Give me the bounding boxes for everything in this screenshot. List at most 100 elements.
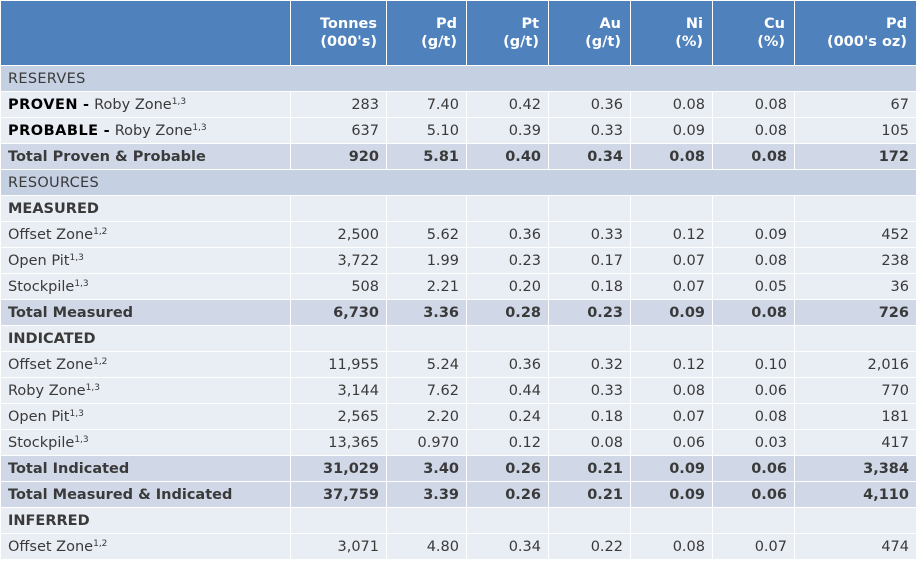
section-row: RESOURCES bbox=[0, 169, 916, 196]
value-cell: 0.08 bbox=[548, 429, 631, 456]
value-cell: 0.34 bbox=[548, 143, 631, 170]
row-label: INFERRED bbox=[0, 507, 291, 534]
value-cell: 0.07 bbox=[712, 533, 795, 560]
value-cell: 0.33 bbox=[548, 117, 631, 144]
row-label-text: Stockpile bbox=[8, 278, 75, 295]
value-cell: 181 bbox=[794, 403, 916, 430]
value-cell: 0.23 bbox=[548, 299, 631, 326]
total-row: Total Measured & Indicated 37,759 3.39 0.26… bbox=[0, 481, 916, 508]
empty-cell bbox=[630, 325, 713, 352]
value-cell: 770 bbox=[794, 377, 916, 404]
column-header: Au (g/t) bbox=[548, 0, 631, 66]
row-label-text: Offset Zone bbox=[8, 538, 94, 555]
empty-cell bbox=[466, 195, 549, 222]
empty-cell bbox=[548, 195, 631, 222]
value-cell: 452 bbox=[794, 221, 916, 248]
row-label-text: RESOURCES bbox=[8, 174, 100, 191]
value-cell: 417 bbox=[794, 429, 916, 456]
empty-cell bbox=[466, 325, 549, 352]
row-label-text: Offset Zone bbox=[8, 356, 94, 373]
value-cell: 3.39 bbox=[386, 481, 467, 508]
value-cell: 1.99 bbox=[386, 247, 467, 274]
category-row: INDICATED bbox=[0, 325, 916, 352]
empty-cell bbox=[630, 195, 713, 222]
value-cell: 0.36 bbox=[466, 221, 549, 248]
value-cell: 0.32 bbox=[548, 351, 631, 378]
column-header: Pd (g/t) bbox=[386, 0, 467, 66]
value-cell: 7.62 bbox=[386, 377, 467, 404]
row-label: PROVEN - Roby Zone1,3 bbox=[0, 91, 291, 118]
table-row: Stockpile1,3 13,365 0.970 0.12 0.08 0.06 0.03 4… bbox=[0, 429, 916, 456]
value-cell: 37,759 bbox=[290, 481, 387, 508]
value-cell: 0.07 bbox=[630, 247, 713, 274]
value-cell: 6,730 bbox=[290, 299, 387, 326]
value-cell: 508 bbox=[290, 273, 387, 300]
row-label: Open Pit1,3 bbox=[0, 247, 291, 274]
header-label-cell bbox=[0, 0, 291, 66]
row-label: PROBABLE - Roby Zone1,3 bbox=[0, 117, 291, 144]
row-label-text: MEASURED bbox=[8, 200, 99, 217]
table-row: Open Pit1,3 2,565 2.20 0.24 0.18 0.07 0.08 181 bbox=[0, 403, 916, 430]
footnote-ref: 1,3 bbox=[171, 96, 187, 107]
value-cell: 0.26 bbox=[466, 455, 549, 482]
row-label-text: Stockpile bbox=[8, 434, 75, 451]
section-row: RESERVES bbox=[0, 65, 916, 92]
table-body: RESERVES PROVEN - Roby Zone1,3 283 7.40 0.42… bbox=[0, 65, 916, 560]
row-label-text: Open Pit bbox=[8, 252, 70, 269]
value-cell: 283 bbox=[290, 91, 387, 118]
value-cell: 0.33 bbox=[548, 221, 631, 248]
value-cell: 172 bbox=[794, 143, 916, 170]
empty-cell bbox=[386, 507, 467, 534]
footnote-ref: 1,3 bbox=[85, 382, 100, 393]
value-cell: 0.24 bbox=[466, 403, 549, 430]
value-cell: 0.21 bbox=[548, 481, 631, 508]
table-row: Stockpile1,3 508 2.21 0.20 0.18 0.07 0.05 36 bbox=[0, 273, 916, 300]
reserve-row: PROBABLE - Roby Zone1,3 637 5.10 0.39 0.33 0.… bbox=[0, 117, 916, 144]
value-cell: 726 bbox=[794, 299, 916, 326]
reserve-category: PROVEN bbox=[8, 96, 78, 113]
footnote-ref: 1,3 bbox=[192, 122, 207, 133]
row-label: RESOURCES bbox=[0, 169, 916, 196]
value-cell: 0.08 bbox=[712, 91, 795, 118]
value-cell: 0.39 bbox=[466, 117, 549, 144]
value-cell: 0.08 bbox=[712, 117, 795, 144]
footnote-ref: 1,3 bbox=[69, 252, 84, 263]
value-cell: 0.05 bbox=[712, 273, 795, 300]
value-cell: 0.44 bbox=[466, 377, 549, 404]
value-cell: 0.08 bbox=[630, 377, 713, 404]
value-cell: 2,500 bbox=[290, 221, 387, 248]
value-cell: 0.06 bbox=[630, 429, 713, 456]
row-label-text: Total Indicated bbox=[8, 460, 130, 477]
value-cell: 2,565 bbox=[290, 403, 387, 430]
row-label: Total Proven & Probable bbox=[0, 143, 291, 170]
row-label: Roby Zone1,3 bbox=[0, 377, 291, 404]
value-cell: 7.40 bbox=[386, 91, 467, 118]
value-cell: 3.36 bbox=[386, 299, 467, 326]
column-header: Cu (%) bbox=[712, 0, 795, 66]
value-cell: 0.12 bbox=[630, 221, 713, 248]
row-label-text: Total Proven & Probable bbox=[8, 148, 206, 165]
value-cell: 0.08 bbox=[712, 299, 795, 326]
value-cell: 0.08 bbox=[630, 143, 713, 170]
value-cell: 0.10 bbox=[712, 351, 795, 378]
value-cell: 0.22 bbox=[548, 533, 631, 560]
value-cell: 4,110 bbox=[794, 481, 916, 508]
row-label: Total Indicated bbox=[0, 455, 291, 482]
value-cell: 0.21 bbox=[548, 455, 631, 482]
value-cell: 3.40 bbox=[386, 455, 467, 482]
value-cell: 0.08 bbox=[630, 91, 713, 118]
value-cell: 2.20 bbox=[386, 403, 467, 430]
value-cell: 31,029 bbox=[290, 455, 387, 482]
value-cell: 0.12 bbox=[630, 351, 713, 378]
empty-cell bbox=[712, 507, 795, 534]
value-cell: 105 bbox=[794, 117, 916, 144]
value-cell: 0.36 bbox=[466, 351, 549, 378]
value-cell: 0.07 bbox=[630, 273, 713, 300]
table-row: Offset Zone1,2 2,500 5.62 0.36 0.33 0.12 0.09 4… bbox=[0, 221, 916, 248]
column-header: Tonnes (000's) bbox=[290, 0, 387, 66]
row-label: Offset Zone1,2 bbox=[0, 221, 291, 248]
footnote-ref: 1,3 bbox=[74, 278, 89, 289]
footnote-ref: 1,2 bbox=[93, 226, 108, 237]
row-label: Offset Zone1,2 bbox=[0, 351, 291, 378]
